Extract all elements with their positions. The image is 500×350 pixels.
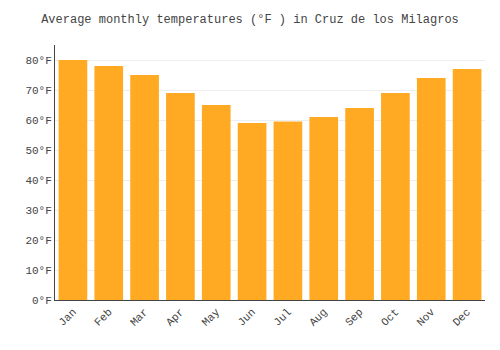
svg-text:Aug: Aug: [307, 306, 329, 328]
svg-text:Jul: Jul: [271, 306, 293, 328]
svg-text:Feb: Feb: [92, 306, 114, 328]
svg-text:50°F: 50°F: [25, 145, 51, 157]
svg-text:Nov: Nov: [415, 306, 438, 329]
svg-text:10°F: 10°F: [25, 265, 51, 277]
svg-text:Average monthly temperatures (: Average monthly temperatures (°F ) in Cr…: [41, 13, 459, 27]
svg-text:Apr: Apr: [164, 306, 186, 328]
svg-text:0°F: 0°F: [32, 295, 52, 307]
svg-text:60°F: 60°F: [25, 115, 51, 127]
svg-text:Dec: Dec: [451, 306, 473, 328]
svg-text:May: May: [200, 306, 223, 329]
svg-text:70°F: 70°F: [25, 85, 51, 97]
svg-text:Sep: Sep: [343, 306, 365, 328]
svg-text:Jan: Jan: [56, 306, 78, 328]
svg-text:80°F: 80°F: [25, 55, 51, 67]
svg-text:40°F: 40°F: [25, 175, 51, 187]
svg-text:20°F: 20°F: [25, 235, 51, 247]
svg-text:30°F: 30°F: [25, 205, 51, 217]
svg-text:Jun: Jun: [236, 306, 258, 328]
svg-text:Oct: Oct: [379, 306, 401, 328]
svg-text:Mar: Mar: [128, 306, 150, 328]
